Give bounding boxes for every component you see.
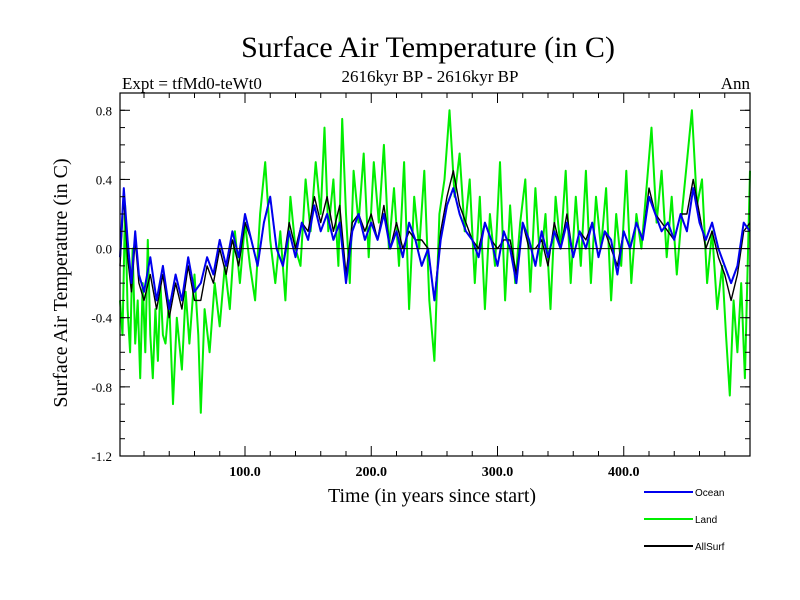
chart-subtitle-left: Expt = tfMd0-teWt0	[122, 74, 262, 93]
x-tick-label: 100.0	[229, 465, 261, 480]
x-tick-label: 300.0	[482, 465, 514, 480]
y-tick-label: 0.8	[96, 103, 112, 118]
legend: Ocean Land AllSurf	[644, 488, 725, 553]
y-tick-label: 0.4	[96, 172, 113, 187]
y-tick-label: -0.4	[91, 311, 112, 326]
x-axis-label: Time (in years since start)	[328, 485, 536, 507]
y-tick-label: -1.2	[91, 449, 112, 464]
y-tick-label: -0.8	[91, 380, 112, 395]
y-tick-label: 0.0	[96, 242, 112, 257]
y-axis-label: Surface Air Temperature (in C)	[50, 158, 72, 407]
x-tick-label: 200.0	[355, 465, 387, 480]
chart-subtitle-right: Ann	[721, 74, 751, 93]
chart-subtitle-center: 2616kyr BP - 2616kyr BP	[342, 67, 519, 86]
axis-ticks: 0.8 0.4 0.0 -0.4 -0.8 -1.2 100.0 200.0 300.0 400.…	[91, 92, 751, 480]
plot-area	[119, 109, 751, 414]
x-tick-label: 400.0	[608, 465, 640, 480]
chart-title: Surface Air Temperature (in C)	[241, 31, 615, 64]
series-line-land	[119, 109, 751, 414]
legend-label-allsurf: AllSurf	[695, 542, 725, 553]
legend-label-land: Land	[695, 515, 717, 526]
legend-label-ocean: Ocean	[695, 488, 724, 499]
plot-frame	[119, 92, 751, 457]
